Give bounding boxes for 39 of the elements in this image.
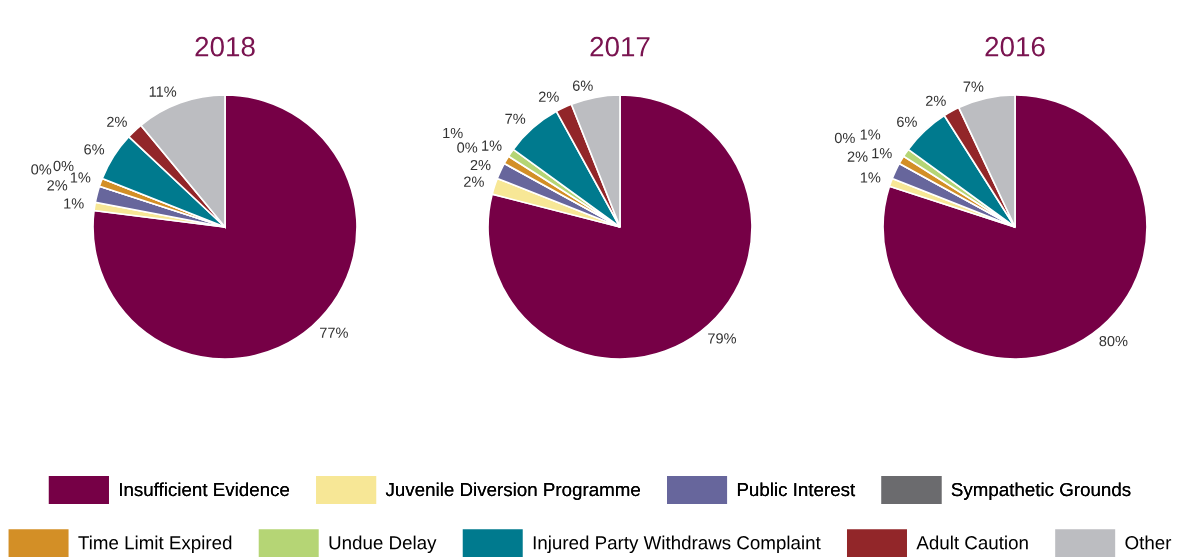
data-label: 1% (872, 148, 892, 159)
legend-label: Adult Caution (916, 535, 1028, 550)
data-label: 6% (84, 144, 105, 155)
data-label: 1% (482, 140, 502, 151)
data-label: 77% (320, 327, 348, 338)
legend-label: Insufficient Evidence (119, 482, 290, 497)
data-label: 1% (64, 198, 84, 209)
legend-label: Undue Delay (329, 535, 437, 554)
legend-label: Time Limit Expired (78, 535, 232, 554)
data-label: 1% (443, 127, 463, 139)
data-label: 79% (708, 333, 737, 344)
data-label: 7% (963, 81, 984, 92)
data-label: 2% (538, 91, 559, 102)
chart-title: 2016 (985, 36, 1045, 57)
text: 0% (834, 132, 855, 144)
text: 0% (53, 160, 74, 172)
legend-label: Other (1125, 535, 1172, 550)
data-label: 7% (505, 113, 526, 124)
legend-label: Injured Party Withdraws Complaint (533, 535, 821, 554)
data-label: 80% (1099, 335, 1128, 347)
text: 0% (457, 142, 478, 153)
data-label: 2% (464, 176, 484, 187)
data-label: 11% (149, 86, 177, 97)
legend-label: Public Interest (737, 482, 856, 497)
text: 0% (31, 164, 52, 175)
data-label: 2% (470, 159, 491, 171)
data-label: 1% (860, 172, 881, 183)
data-label: 2% (47, 180, 68, 191)
data-label: 2% (107, 116, 127, 127)
chart-title: 2018 (195, 36, 255, 57)
data-label: 6% (897, 116, 917, 127)
data-label: 6% (572, 80, 593, 91)
data-label: 1% (860, 129, 881, 140)
data-label: 2% (847, 151, 868, 162)
legend-label: Sympathetic Grounds (951, 482, 1131, 500)
chart-title: 2017 (590, 36, 650, 57)
legend-label: Juvenile Diversion Programme (385, 482, 640, 500)
data-label: 1% (70, 172, 91, 183)
data-label: 2% (925, 95, 946, 106)
